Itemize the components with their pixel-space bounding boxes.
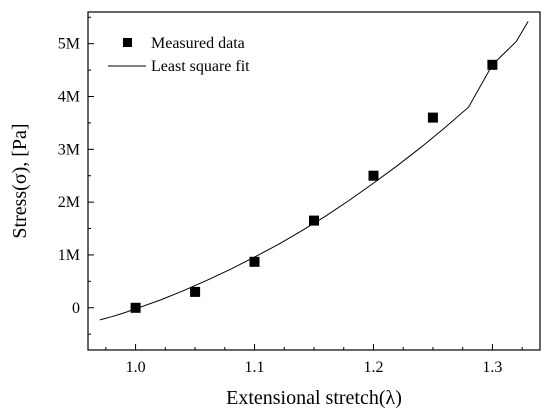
y-tick-label: 2M <box>58 194 80 211</box>
y-tick-label: 4M <box>58 89 80 106</box>
y-axis-title: Stress(σ), [Pa] <box>9 123 31 238</box>
y-tick-label: 0 <box>72 300 80 317</box>
data-markers <box>130 59 498 313</box>
legend: Measured data Least square fit <box>108 35 250 75</box>
x-axis-title: Extensional stretch(λ) <box>226 387 402 409</box>
data-point <box>130 302 141 313</box>
data-point <box>487 59 498 70</box>
x-axis-ticks: 1.0 1.1 1.2 1.3 <box>105 344 523 376</box>
x-tick-label: 1.1 <box>245 359 265 376</box>
data-point <box>427 112 438 123</box>
fit-line <box>99 21 529 321</box>
data-point <box>249 256 260 267</box>
y-tick-label: 3M <box>58 141 80 158</box>
y-tick-label: 5M <box>58 36 80 53</box>
data-point <box>309 215 319 226</box>
x-tick-label: 1.3 <box>482 359 502 376</box>
y-tick-label: 1M <box>58 247 80 264</box>
legend-label-fit: Least square fit <box>151 58 250 75</box>
x-tick-label: 1.0 <box>126 359 146 376</box>
y-axis-ticks: 0 1M 2M 3M 4M 5M <box>58 16 94 335</box>
data-point <box>368 170 379 181</box>
legend-marker-measured <box>123 38 132 47</box>
data-point <box>190 286 201 297</box>
legend-label-measured: Measured data <box>151 35 245 52</box>
x-tick-label: 1.2 <box>363 359 383 376</box>
